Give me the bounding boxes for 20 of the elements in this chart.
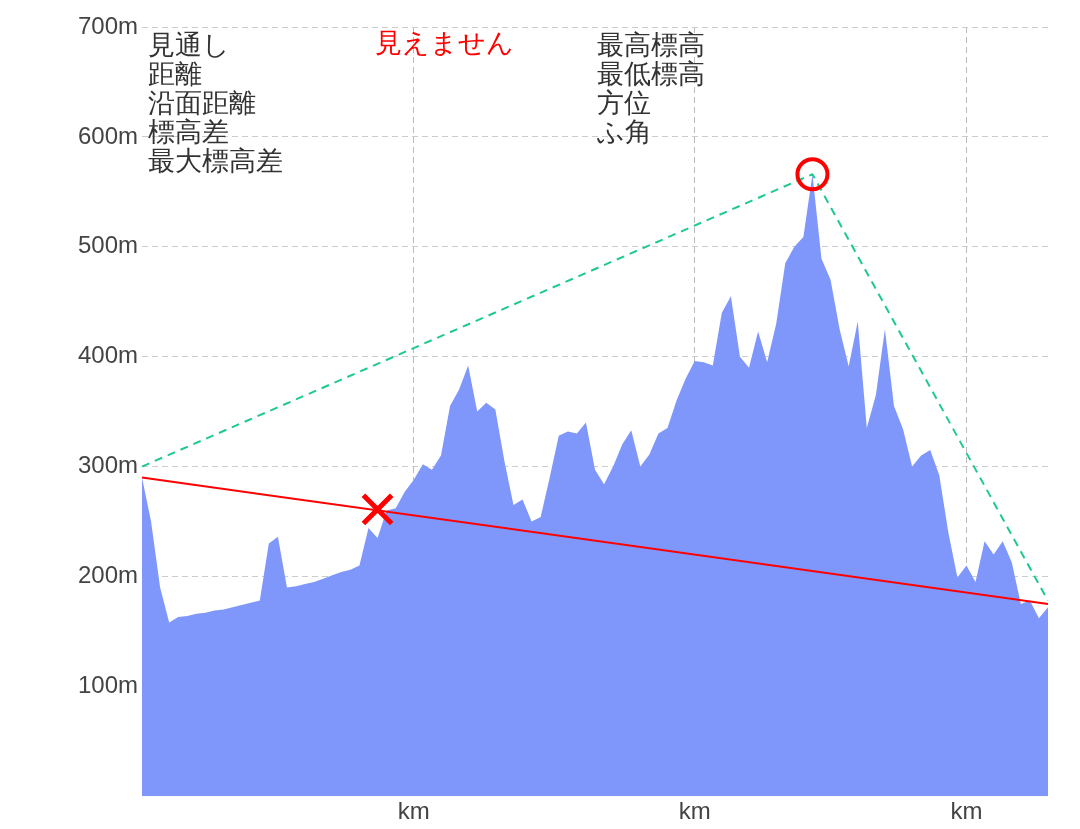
y-tick-label: 700m — [77, 11, 138, 39]
annotation: 見通し — [148, 29, 231, 60]
x-tick-label: km — [950, 797, 983, 825]
annotation: 最低標高 — [597, 58, 705, 89]
annotation: 見えません — [375, 27, 514, 58]
annotation: 沿面距離 — [148, 87, 257, 118]
y-tick-label: 200m — [77, 561, 138, 589]
annotation: 最高標高 — [597, 29, 705, 60]
annotation: ふ角 — [597, 116, 653, 147]
x-tick-label: km — [397, 797, 430, 825]
y-tick-label: 300m — [77, 451, 138, 479]
y-tick-label: 100m — [77, 670, 138, 698]
y-tick-label: 400m — [77, 341, 138, 369]
annotation: 距離 — [148, 58, 203, 89]
y-tick-label: 600m — [77, 121, 138, 149]
x-tick-label: km — [678, 797, 711, 825]
annotation: 最大標高差 — [148, 145, 283, 176]
annotation: 方位 — [597, 87, 652, 118]
y-tick-label: 500m — [77, 231, 138, 259]
annotation: 標高差 — [148, 116, 230, 147]
